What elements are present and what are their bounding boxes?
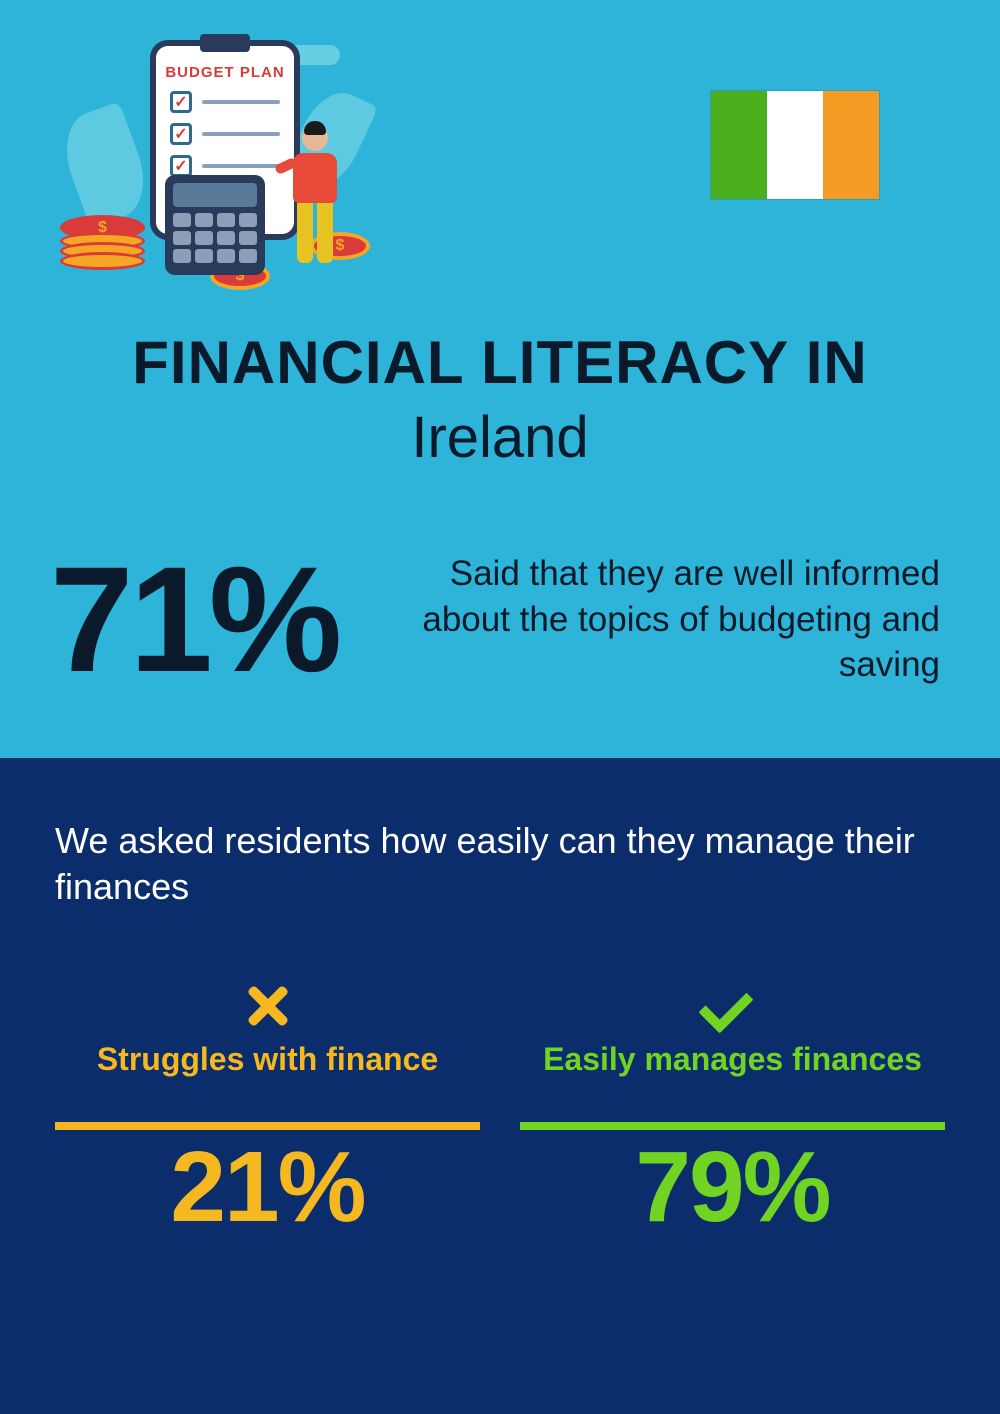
- headline-desc: Said that they are well informed about t…: [378, 551, 940, 688]
- budget-illustration: BUDGET PLAN ✓ ✓ ✓ $ $ $: [50, 30, 370, 290]
- budget-plan-label: BUDGET PLAN: [156, 64, 294, 81]
- header-row: BUDGET PLAN ✓ ✓ ✓ $ $ $: [50, 30, 950, 290]
- title-block: FINANCIAL LITERACY IN Ireland: [50, 330, 950, 471]
- headline-stat: 71% Said that they are well informed abo…: [50, 551, 950, 698]
- struggles-divider: [55, 1122, 480, 1130]
- title-line1: FINANCIAL LITERACY IN: [50, 330, 950, 396]
- easily-column: Easily manages finances 79%: [520, 971, 945, 1245]
- calculator-icon: [165, 175, 265, 275]
- coin-stack-icon: $: [60, 215, 145, 270]
- easily-label: Easily manages finances: [520, 1041, 945, 1092]
- top-section: BUDGET PLAN ✓ ✓ ✓ $ $ $: [0, 0, 1000, 758]
- easily-divider: [520, 1122, 945, 1130]
- infographic-page: BUDGET PLAN ✓ ✓ ✓ $ $ $: [0, 0, 1000, 1414]
- title-line2: Ireland: [50, 404, 950, 471]
- comparison-row: Struggles with finance 21% Easily manage…: [55, 971, 945, 1245]
- ireland-flag-icon: [710, 90, 880, 200]
- flag-stripe-white: [767, 91, 823, 199]
- check-icon: [520, 971, 945, 1041]
- struggles-label: Struggles with finance: [55, 1041, 480, 1092]
- question-text: We asked residents how easily can they m…: [55, 818, 945, 912]
- headline-pct: 71%: [50, 552, 338, 687]
- easily-pct: 79%: [520, 1130, 945, 1245]
- bottom-section: We asked residents how easily can they m…: [0, 758, 1000, 1414]
- struggles-column: Struggles with finance 21%: [55, 971, 480, 1245]
- x-icon: [55, 971, 480, 1041]
- flag-stripe-green: [711, 91, 767, 199]
- flag-stripe-orange: [823, 91, 879, 199]
- person-icon: [280, 125, 350, 275]
- struggles-pct: 21%: [55, 1130, 480, 1245]
